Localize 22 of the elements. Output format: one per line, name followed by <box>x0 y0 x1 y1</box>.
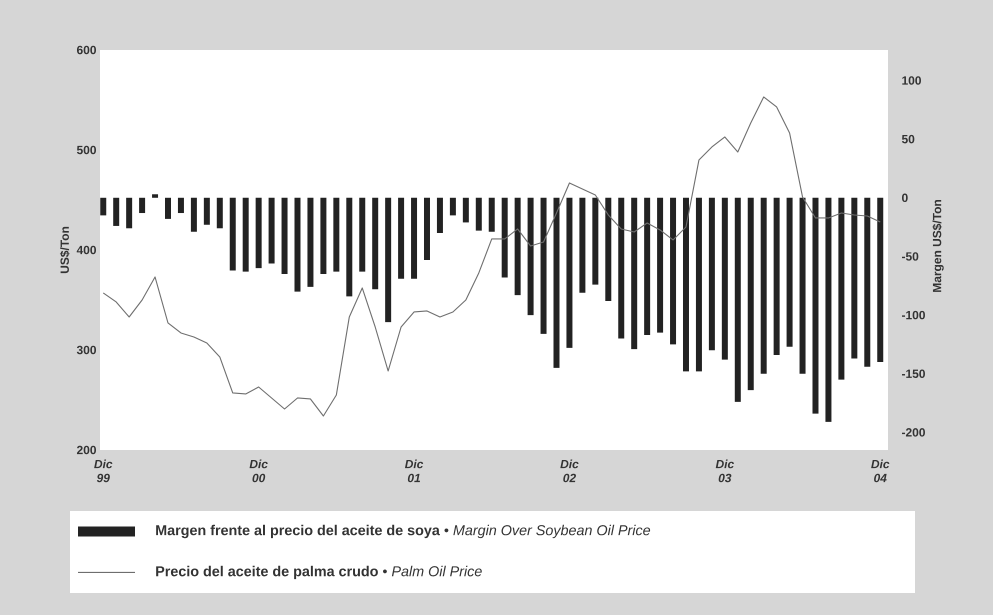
x-tick-label: Dic 02 <box>560 460 579 482</box>
y2-tick-label: -150 <box>902 370 925 378</box>
y2-axis-title: Margen US$/Ton <box>932 200 944 292</box>
legend-label: Precio del aceite de palma crudo • Palm Oil Price <box>156 566 482 580</box>
y2-tick-label: -100 <box>902 310 925 320</box>
legend-label: Margen frente al precio del aceite de soya • Margin Over Soybean Oil Price <box>156 524 650 538</box>
y-tick-label: 300 <box>76 346 96 354</box>
y-tick-label: 600 <box>76 46 96 54</box>
y2-tick-label: 100 <box>902 76 921 85</box>
y-axis-title: US$/Ton <box>60 226 70 274</box>
x-tick-label: Dic 01 <box>404 460 424 482</box>
y2-tick-label: -50 <box>902 252 918 261</box>
y-tick-label: 500 <box>76 146 96 154</box>
x-tick-label: Dic 04 <box>871 460 890 482</box>
y2-tick-label: 0 <box>902 194 908 202</box>
x-tick-label: Dic 00 <box>250 460 268 482</box>
y-tick-label: 400 <box>76 246 96 254</box>
y2-tick-label: -200 <box>902 428 925 437</box>
x-tick-label: Dic 03 <box>716 460 734 482</box>
x-tick-label: Dic 99 <box>94 460 112 482</box>
y2-tick-label: 50 <box>902 134 914 144</box>
y-tick-label: 200 <box>76 446 96 454</box>
